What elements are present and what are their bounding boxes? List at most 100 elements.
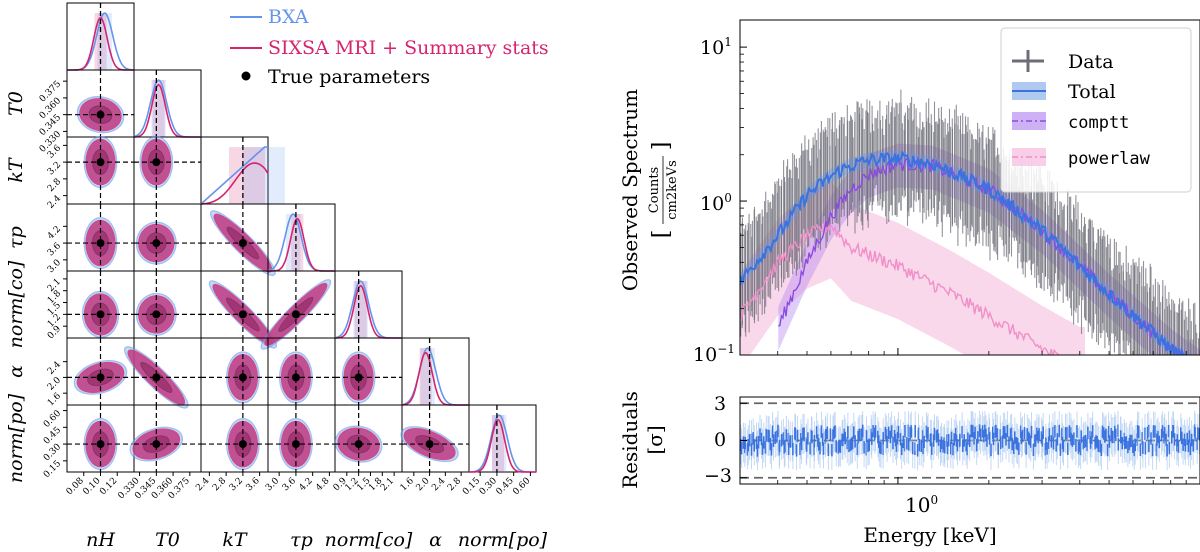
- x-tick-label-4-4: 2.1: [379, 476, 396, 493]
- sixsa-marginal-1: [134, 83, 201, 138]
- residuals-panel: 3 0 −3 Residuals [σ] 100 Energy [keV]: [618, 391, 1200, 547]
- y-tick-label-3-1: 3.6: [46, 241, 63, 258]
- x-tick-label-5-0: 1.6: [399, 476, 416, 493]
- corner-cell-6-6: [468, 404, 537, 473]
- x-tick-label-0-1: 0.10: [81, 476, 102, 497]
- sixsa-marginal-2: [200, 162, 269, 205]
- x-tick-label-10-0: 100: [905, 493, 938, 517]
- true-point-0-2: [96, 158, 105, 167]
- y-param-label-4: norm[co]: [5, 260, 27, 348]
- x-param-label-5: α: [429, 529, 442, 551]
- x-param-label-4: norm[co]: [325, 529, 413, 551]
- sixsa-band-1: [152, 80, 165, 137]
- y-tick-label-6-1: 0.30: [42, 442, 63, 463]
- y-tick-label-10-minus1: 10−1: [693, 342, 735, 366]
- x-tick-label-2-3: 3.6: [245, 476, 262, 493]
- legend-total-label: Total: [1068, 81, 1116, 103]
- true-point-4-5: [354, 373, 363, 382]
- true-point-0-3: [96, 239, 105, 248]
- bxa-band-2: [242, 147, 285, 204]
- true-point-4-6: [354, 440, 363, 449]
- spectrum-series: [740, 89, 1200, 355]
- sixsa-band-0: [94, 13, 107, 71]
- true-point-3-4: [291, 310, 300, 319]
- y-param-label-1: T0: [5, 91, 27, 116]
- x-axis-label: Energy [keV]: [863, 523, 996, 547]
- bxa-band-5: [420, 348, 435, 405]
- spectrum-legend: Data Total comptt powerlaw: [1000, 27, 1192, 193]
- residuals-series: [740, 402, 1200, 479]
- y-tick-label-10-0: 100: [700, 191, 732, 215]
- x-tick-label-6-1: 0.30: [478, 476, 499, 497]
- x-param-label-6: norm[po]: [458, 529, 548, 551]
- residuals-y-unit: [σ]: [643, 425, 667, 454]
- true-point-3-5: [291, 373, 300, 382]
- sixsa-band-6: [492, 415, 505, 472]
- x-param-label-0: nH: [86, 529, 115, 551]
- svg-text:Counts: Counts: [647, 167, 662, 213]
- sixsa-marginal-5: [401, 351, 469, 406]
- y-tick-label-6-0: 0.15: [42, 459, 63, 480]
- true-point-1-6: [152, 440, 161, 449]
- x-tick-label-2-2: 3.2: [228, 476, 245, 493]
- y-tick-label-3-0: 3.0: [46, 258, 63, 275]
- y-tick-label-2-0: 2.4: [46, 193, 63, 210]
- true-point-2-6: [238, 440, 247, 449]
- contour-4-5: [341, 351, 376, 404]
- legend-powerlaw-label: powerlaw: [1068, 149, 1151, 169]
- res-y-tick-label-minus3: −3: [704, 465, 732, 487]
- residuals-y-label: Residuals: [618, 391, 642, 489]
- spectrum-y-units: Counts cm2keVs [ ]: [647, 142, 680, 239]
- total-line: [740, 150, 1188, 355]
- sixsa-band-2: [228, 147, 266, 204]
- y-tick-label-2-2: 3.2: [46, 160, 63, 177]
- corner-legend: BXA SIXSA MRI + Summary stats True param…: [230, 6, 549, 88]
- spectrum-y-tick-labels: 101 100 10−1: [693, 35, 735, 366]
- powerlaw-line: [740, 221, 1060, 355]
- y-tick-label-2-1: 2.8: [46, 177, 63, 194]
- x-tick-label-3-2: 4.2: [298, 476, 315, 493]
- sixsa-band-4: [354, 281, 367, 338]
- y-param-label-6: norm[po]: [5, 393, 27, 483]
- svg-text:Residuals: Residuals: [618, 391, 642, 489]
- spectrum-axes-frame: [739, 19, 1200, 356]
- residuals-ticks: [739, 402, 1187, 484]
- true-point-2-5: [238, 373, 247, 382]
- true-point-0-6: [96, 440, 105, 449]
- svg-text:]: ]: [649, 142, 674, 151]
- legend-comptt-label: comptt: [1068, 113, 1129, 133]
- svg-text:cm2keVs: cm2keVs: [665, 160, 680, 220]
- y-param-label-5: α: [5, 365, 27, 378]
- res-y-tick-label-3: 3: [714, 393, 726, 415]
- bxa-marginal-2: [200, 146, 268, 205]
- true-point-1-2: [152, 158, 161, 167]
- spectrum-ticks: [739, 46, 1187, 356]
- x-tick-label-2-0: 2.4: [194, 476, 211, 493]
- x-tick-label-2-1: 2.8: [211, 476, 228, 493]
- y-tick-label-6-3: 0.60: [42, 408, 63, 429]
- true-point-0-5: [96, 373, 105, 382]
- true-point-0-1: [96, 110, 105, 119]
- true-point-1-3: [152, 239, 161, 248]
- true-point-3-6: [291, 440, 300, 449]
- true-point-1-5: [152, 373, 161, 382]
- true-point-0-4: [96, 310, 105, 319]
- x-tick-label-3-0: 3.0: [264, 476, 281, 493]
- comptt-band: [778, 143, 1200, 355]
- legend-bxa-label: BXA: [268, 6, 309, 28]
- spectrum-y-label: Observed Spectrum: [618, 89, 642, 291]
- y-tick-label-10-1: 101: [700, 35, 732, 59]
- x-param-label-2: kT: [222, 529, 248, 551]
- x-tick-label-6-2: 0.45: [495, 476, 516, 497]
- legend-data-label: Data: [1068, 51, 1114, 73]
- y-tick-label-5-0: 1.6: [46, 391, 63, 408]
- x-tick-label-3-1: 3.6: [281, 476, 298, 493]
- legend-sixsa-label: SIXSA MRI + Summary stats: [268, 37, 549, 59]
- y-param-label-3: τp: [5, 226, 27, 249]
- comptt-line: [778, 156, 1182, 355]
- sixsa-band-3: [291, 214, 304, 271]
- x-tick-label-6-0: 0.15: [461, 476, 482, 497]
- res-y-tick-label-0: 0: [714, 429, 726, 451]
- y-tick-label-5-1: 2.0: [46, 375, 63, 392]
- y-tick-label-6-2: 0.45: [42, 425, 63, 446]
